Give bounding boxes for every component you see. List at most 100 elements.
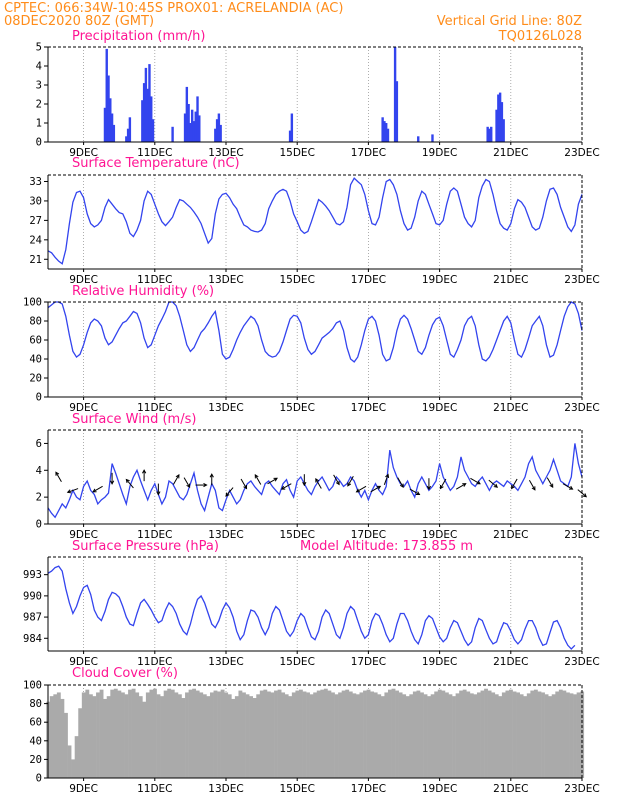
cloud-cover-bar [213,690,218,778]
wind-arrow-head [273,477,278,482]
wind-arrow-shaft [439,478,447,489]
wind-arrow-head [186,483,191,489]
wind-arrow-head [66,489,72,494]
x-tick-label: 19DEC [422,274,457,286]
cloud-cover-bar [423,694,428,778]
model-altitude-label: Model Altitude: 173.855 m [300,539,473,554]
x-tick-label: 19DEC [422,529,457,541]
cloud-cover-bar [245,694,250,778]
cloud-cover-bar [516,692,520,778]
cloud-cover-bar [92,696,97,778]
wind-arrow [577,489,588,498]
wind-arrow-shaft [546,477,554,488]
cloud-cover-bar [473,694,478,778]
x-tick-label: 13DEC [208,147,243,159]
precip-bar [112,124,116,142]
cloud-cover-bar [469,693,474,778]
cloud-cover-bar [138,696,143,778]
cloud-cover-bar [224,692,229,778]
wind-arrow [488,479,499,488]
precip-bar [190,109,194,142]
header-station-line: CPTEC: 066:34W-10:45S PROX01: ACRELANDIA… [4,1,343,16]
cloud-cover-bar [537,691,542,778]
wind-arrow-head [399,483,404,489]
cloud-cover-bar [153,688,157,778]
wind-arrow-shaft [267,477,278,485]
wind-arrow [409,488,421,496]
x-tick-label: 19DEC [422,147,457,159]
x-tick-label: 17DEC [351,147,386,159]
cloud-cover-bar [334,694,339,778]
y-tick-label: 5 [36,42,42,54]
x-tick-label: 21DEC [493,529,528,541]
x-tick-label: 13DEC [208,529,243,541]
header-model-id: TQ0126L028 [498,29,582,44]
cloud-cover-bar [234,696,239,778]
y-tick-label: 21 [29,254,42,266]
cloud-cover-bar [249,696,253,778]
x-tick-label: 19DEC [422,783,457,795]
wind-arrow [302,474,307,487]
precip-bar [502,119,505,142]
header-date-line: 08DEC2020 80Z (GMT) [4,14,154,29]
wind-arrow [347,476,354,487]
wind-arrow [109,472,115,485]
y-tick-label: 4 [36,61,42,73]
wind-arrow-shaft [92,485,103,493]
cloud-cover-bar [548,696,553,778]
wind-arrow [225,487,234,497]
wind-arrow-head [355,488,361,493]
x-tick-label: 9DEC [69,656,98,668]
cloud-cover-bar [366,689,371,778]
temperature-title: Surface Temperature (nC) [72,156,240,171]
cloud-cover-bar [441,690,446,778]
wind-arrow-head [209,473,214,478]
humidity-panel: Relative Humidity (%) 0 20 40 60 80 100 9DEC 11… [23,284,600,414]
precip-bar [196,96,199,142]
cloud-cover-bar [302,691,307,778]
wind-arrow-shaft [254,474,262,485]
cloud-cover-bar [53,694,58,778]
cloud-cover-bar [480,690,485,778]
x-tick-label: 17DEC [351,656,386,668]
wind-arrow-head [531,486,536,491]
precip-bar [217,113,221,142]
cloud-cover-bar [323,688,328,778]
wind-arrow-head [493,483,499,488]
wind-arrow [397,477,404,489]
y-tick-label: 0 [36,773,42,785]
cloud-cover-bar [99,689,104,778]
cloud-cover-bar [398,692,403,778]
wind-arrow [254,474,262,485]
cloud-cover-bar [113,688,118,778]
wind-arrow-head [511,484,515,490]
wind-arrow-head [549,483,554,489]
wind-arrow [370,485,382,493]
cloud-cover-bar [149,689,154,778]
cloud-cover-bar [544,694,549,778]
x-tick-label: 9DEC [69,529,98,541]
cloud-cover-bar [227,694,232,778]
precip-bar [385,123,388,142]
wind-arrow-shaft [511,478,518,489]
x-tick-label: 11DEC [137,656,172,668]
x-tick-label: 15DEC [279,402,314,414]
precip-bar [497,94,500,142]
cloud-cover-bar [484,688,488,778]
x-tick-label: 19DEC [422,402,457,414]
y-tick-label: 0 [36,519,42,531]
cloud-cover-bar [427,696,431,778]
x-tick-label: 17DEC [351,402,386,414]
cloud-cover-bar [526,693,531,778]
precip-bar [495,109,498,142]
cloud-cover-bar [277,689,282,778]
x-tick-label: 11DEC [137,529,172,541]
cloud-cover-bar [128,689,132,778]
cloud-cover-bar [494,694,499,778]
precip-bar [189,123,192,142]
y-tick-label: 0 [36,137,42,149]
cloud-cover-bar [434,691,439,778]
precip-bar [417,136,420,142]
precip-bar [151,119,155,142]
precip-bar [192,121,196,142]
